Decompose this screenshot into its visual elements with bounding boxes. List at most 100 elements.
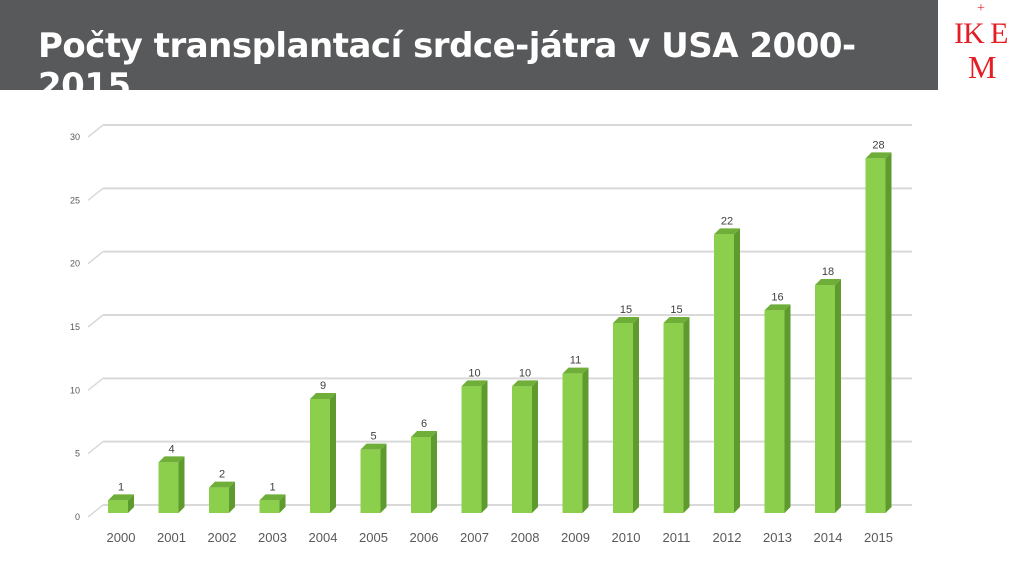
x-tick-label: 2008 bbox=[511, 530, 540, 545]
bar-top bbox=[411, 431, 437, 437]
gridline-diagonal bbox=[87, 124, 104, 138]
bar-top bbox=[259, 494, 286, 501]
bar-side bbox=[835, 279, 841, 513]
bar bbox=[764, 310, 785, 513]
data-label: 6 bbox=[421, 418, 427, 430]
gridline-diagonal bbox=[87, 251, 104, 265]
logo-plus: + bbox=[977, 1, 985, 16]
gridline-diagonal bbox=[87, 441, 104, 455]
x-tick-label: 2002 bbox=[208, 530, 237, 545]
bar-top bbox=[158, 456, 185, 463]
bar-top bbox=[209, 481, 235, 488]
bar bbox=[815, 285, 835, 513]
bar-top bbox=[613, 317, 639, 323]
bar bbox=[865, 158, 886, 514]
bar-top bbox=[562, 367, 589, 374]
logo-line2: M bbox=[968, 49, 997, 85]
data-label: 5 bbox=[370, 431, 376, 443]
data-label: 10 bbox=[519, 367, 531, 379]
data-label: 1 bbox=[269, 481, 275, 493]
data-label: 15 bbox=[670, 304, 682, 316]
bar bbox=[158, 462, 179, 513]
bar-top bbox=[663, 317, 690, 323]
x-tick-label: 2009 bbox=[561, 530, 590, 545]
gridline-diagonal bbox=[87, 504, 104, 518]
bar-side bbox=[784, 304, 791, 513]
x-tick-label: 2012 bbox=[713, 530, 742, 545]
x-tick-label: 2010 bbox=[612, 530, 641, 545]
gridline-diagonal bbox=[87, 377, 104, 391]
data-label: 9 bbox=[320, 380, 326, 392]
bar-side bbox=[279, 494, 286, 513]
bar-top bbox=[714, 228, 740, 235]
bar bbox=[310, 399, 330, 513]
bar-side bbox=[481, 380, 488, 513]
x-tick-label: 2011 bbox=[663, 530, 691, 545]
x-tick-label: 2005 bbox=[359, 530, 388, 545]
data-label: 16 bbox=[771, 291, 783, 303]
y-tick-label: 20 bbox=[70, 259, 80, 269]
gridline-diagonal bbox=[87, 314, 104, 328]
x-tick-label: 2001 bbox=[157, 530, 186, 545]
x-tick-label: 2006 bbox=[410, 530, 439, 545]
y-tick-label: 5 bbox=[75, 449, 80, 459]
bar bbox=[411, 437, 431, 513]
page-title: Počty transplantací srdce-játra v USA 20… bbox=[38, 26, 856, 106]
bar-side bbox=[582, 367, 589, 513]
x-tick-label: 2013 bbox=[763, 530, 792, 545]
x-tick-label: 2004 bbox=[309, 530, 338, 545]
bar bbox=[512, 386, 532, 513]
ikem-logo: + IK E M bbox=[940, 0, 1024, 90]
bar bbox=[714, 234, 734, 514]
x-tick-label: 2015 bbox=[864, 530, 893, 545]
title-bar: Počty transplantací srdce-játra v USA 20… bbox=[0, 0, 938, 106]
y-tick-label: 0 bbox=[75, 512, 80, 522]
bar-top bbox=[865, 152, 892, 159]
bar-side bbox=[734, 228, 740, 514]
bar bbox=[259, 500, 280, 513]
bar-top bbox=[461, 380, 488, 387]
y-tick-label: 15 bbox=[70, 322, 80, 332]
bar-side bbox=[431, 431, 437, 513]
data-label: 22 bbox=[721, 215, 733, 227]
bar-side bbox=[128, 494, 134, 513]
y-tick-label: 30 bbox=[70, 132, 80, 142]
x-tick-label: 2000 bbox=[107, 530, 136, 545]
x-tick-label: 2007 bbox=[460, 530, 489, 545]
data-label: 18 bbox=[822, 266, 834, 278]
bar-side bbox=[330, 393, 336, 513]
bar bbox=[613, 323, 633, 513]
bar bbox=[562, 373, 583, 513]
bar-top bbox=[310, 393, 336, 399]
gridline-diagonal bbox=[87, 187, 104, 201]
data-label: 2 bbox=[219, 469, 225, 481]
bar bbox=[209, 487, 229, 513]
bar-top bbox=[815, 279, 841, 285]
data-label: 10 bbox=[468, 367, 480, 379]
x-tick-label: 2003 bbox=[258, 530, 287, 545]
bar-top bbox=[360, 443, 387, 450]
bar-side bbox=[380, 443, 387, 513]
bar bbox=[461, 386, 482, 513]
bar-side bbox=[683, 317, 690, 513]
data-label: 15 bbox=[620, 304, 632, 316]
x-tick-label: 2014 bbox=[814, 530, 843, 545]
bar-side bbox=[885, 152, 892, 514]
data-label: 4 bbox=[168, 443, 174, 455]
data-label: 1 bbox=[118, 481, 124, 493]
bar-side bbox=[532, 380, 538, 513]
logo-line1: IK E bbox=[954, 17, 1008, 50]
bar-top bbox=[512, 380, 538, 387]
bar-side bbox=[633, 317, 639, 513]
bar-side bbox=[178, 456, 185, 513]
data-label: 28 bbox=[872, 139, 884, 151]
bar-top bbox=[108, 494, 134, 501]
y-tick-label: 10 bbox=[70, 385, 80, 395]
bar bbox=[663, 323, 684, 513]
data-label: 11 bbox=[570, 355, 581, 367]
bar bbox=[108, 500, 128, 513]
bar-top bbox=[764, 304, 791, 311]
y-tick-label: 25 bbox=[70, 195, 80, 205]
bar-side bbox=[229, 481, 235, 513]
